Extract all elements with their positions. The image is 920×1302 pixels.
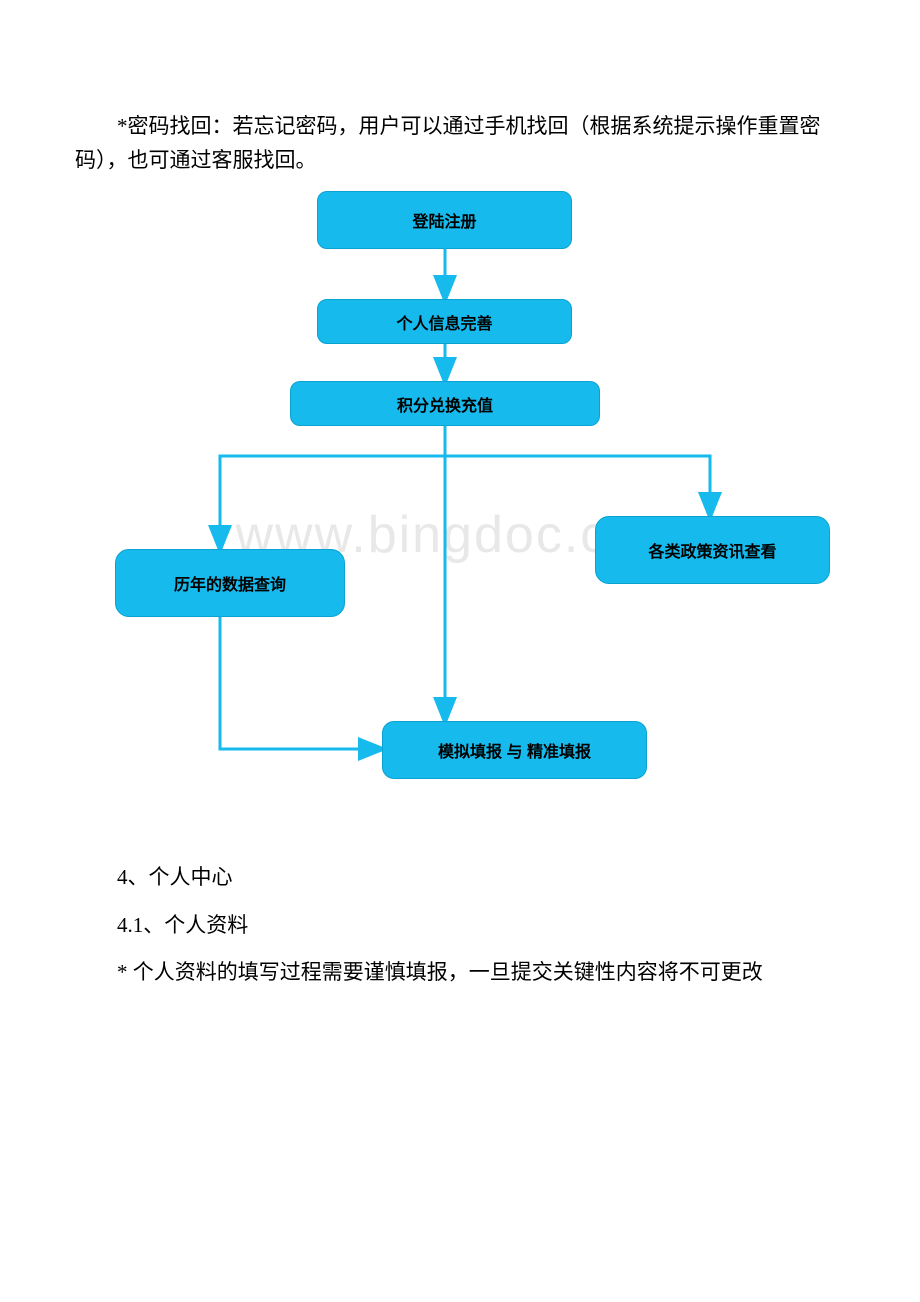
flowchart-node-n4: 历年的数据查询 [115,549,345,617]
flowchart-node-n2: 个人信息完善 [317,299,572,344]
flowchart-arrow-5 [220,617,382,749]
flowchart-arrow-3 [445,426,710,516]
heading-4: 4、个人中心 [75,861,845,895]
flowchart-node-n5: 各类政策资讯查看 [595,516,830,584]
paragraph-profile-note: * 个人资料的填写过程需要谨慎填报，一旦提交关键性内容将不可更改 [75,956,845,990]
heading-4-1: 4.1、个人资料 [75,909,845,943]
flowchart-container: www.bingdoc.com 登陆注册个人信息完善积分兑换充值历年的数据查询各… [75,191,845,831]
paragraph-password: *密码找回：若忘记密码，用户可以通过手机找回（根据系统提示操作重置密码），也可通… [75,110,845,177]
flowchart-node-n1: 登陆注册 [317,191,572,249]
flowchart-arrow-2 [220,426,445,549]
flowchart-node-n6: 模拟填报 与 精准填报 [382,721,647,779]
flowchart-node-n3: 积分兑换充值 [290,381,600,426]
